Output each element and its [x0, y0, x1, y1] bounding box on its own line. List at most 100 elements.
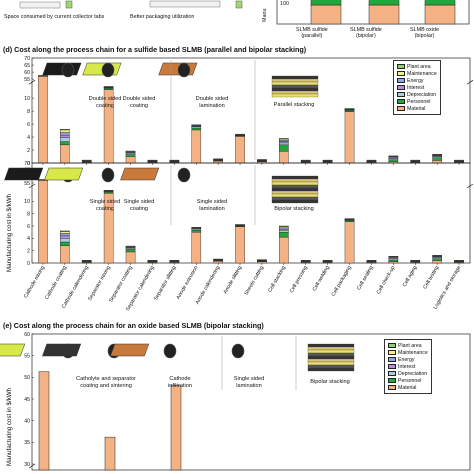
cathode-roll-illustration-end: [61, 62, 75, 78]
legend-label: Plant area: [398, 342, 422, 349]
parallel-stack-illustration: [271, 87, 319, 92]
legend-label: Material: [407, 105, 426, 112]
plot-e-oxide: 30 35 40 45 50 55 60: [24, 332, 471, 471]
bar-segment: [125, 156, 136, 164]
x-tick-label: Cell aging: [402, 265, 419, 288]
legend-item: Depreciation: [397, 91, 437, 98]
bipolar-stack-illustration: [271, 175, 319, 180]
bar-segment: [235, 224, 245, 226]
y-tick-label: 70: [24, 56, 30, 62]
axis-break-mark: [28, 463, 36, 469]
legend-swatch: [388, 378, 396, 383]
separator-roll-illustration-end: [101, 167, 115, 183]
bipolar-stack-illustration: [271, 193, 319, 198]
bar-segment: [60, 141, 70, 146]
bar-segment: [125, 150, 136, 152]
x-tick-label: Cell testing: [422, 265, 440, 290]
bar-segment: [424, 0, 456, 6]
bar-segment: [125, 249, 136, 253]
legend-swatch: [388, 350, 396, 355]
legend-swatch: [388, 371, 396, 376]
axis-break-mark: [466, 79, 474, 85]
legend-label: Interest: [398, 363, 416, 370]
y-tick-label: 55: [24, 353, 30, 359]
bar-segment: [388, 155, 399, 157]
bipolar-stack-illustration: [271, 178, 319, 183]
legend-swatch: [397, 106, 405, 111]
bar-segment: [103, 86, 114, 88]
separator-roll-illustration: [0, 343, 26, 357]
bipolar-stack-illustration: [307, 352, 355, 357]
x-tick-label: Cell sealing: [356, 265, 375, 291]
bar-segment: [81, 260, 92, 261]
legend-item: Interest: [388, 363, 428, 370]
bipolar-stack-illustration: [307, 367, 355, 372]
bar-segment: [279, 231, 289, 238]
bar-segment: [424, 4, 456, 25]
separator-roll-illustration: [44, 167, 84, 181]
illus-d2-label-3: Single sided lamination: [196, 199, 228, 212]
bar-segment: [191, 129, 202, 164]
legend-label: Personnel: [407, 98, 431, 105]
note-packaging: Better packaging utilization: [130, 14, 195, 20]
legend-item: Interest: [397, 84, 437, 91]
bar-segment: [81, 159, 92, 161]
parallel-stack-illustration: [271, 78, 319, 83]
legend-item: Plant area: [388, 342, 428, 349]
x-tick-label: Cell check-up: [376, 265, 397, 295]
legend-item: Maintenance: [388, 349, 428, 356]
x-tick-label: Sheets cutting: [244, 265, 266, 297]
illus-d1-label-3: Double sided lamination: [195, 96, 229, 109]
legend-item: Depreciation: [388, 370, 428, 377]
bar-segment: [213, 258, 223, 260]
bar-segment: [432, 157, 442, 161]
parallel-stack-illustration: [271, 81, 319, 86]
parallel-stack-illustration: [271, 90, 319, 95]
y-tick-label: 2: [27, 148, 30, 154]
x-tick-label: Cathode coating: [44, 265, 68, 301]
top-category-3: SLMB oxide (bipolar): [410, 27, 440, 40]
illus-e-label-2: Cathode infiltration: [168, 376, 192, 389]
bar-segment: [60, 238, 70, 243]
y-tick-label: 6: [27, 122, 30, 128]
anode-roll-illustration: [120, 167, 160, 181]
y-tick-label: 70: [24, 161, 30, 167]
bipolar-stack-illustration: [307, 361, 355, 366]
top-category-1: SLMB sulfide (parallel): [296, 27, 328, 40]
bar-segment: [368, 4, 400, 25]
bar-segment: [432, 160, 442, 164]
y-tick-label: 4: [27, 135, 30, 141]
bipolar-stack-illustration: [307, 349, 355, 354]
y-tick-label: 10: [24, 199, 30, 205]
axis-break-mark: [466, 183, 474, 189]
top-category-2: SLMB sulfide (bipolar): [350, 27, 382, 40]
y-tick-label: 65: [24, 63, 30, 69]
legend-swatch: [388, 343, 396, 348]
bar-segment: [279, 230, 289, 233]
bar-segment: [213, 260, 223, 264]
bar-segment: [170, 385, 182, 471]
bar-segment: [191, 227, 202, 228]
note-collector-tabs: Space consumed by current collector tabs: [4, 14, 105, 20]
bar-segment: [432, 154, 442, 155]
bar-segment: [60, 231, 70, 234]
bar-segment: [38, 371, 50, 471]
bar-segment: [300, 260, 311, 261]
bar-segment: [147, 260, 158, 261]
legend-item: Maintenance: [397, 70, 437, 77]
bar-segment: [235, 133, 245, 135]
legend-swatch: [397, 78, 405, 83]
bar-segment: [454, 260, 464, 261]
bar-segment: [169, 260, 180, 261]
y-tick-label: 0: [27, 261, 30, 267]
legend-swatch: [388, 385, 396, 390]
y-tick-label: 55: [24, 77, 30, 83]
bar-segment: [38, 180, 48, 264]
legend-label: Depreciation: [407, 91, 437, 98]
illus-d1-label-1: Double sided coating: [88, 96, 122, 109]
panel-e-title: (e) Cost along the process chain for an …: [3, 321, 264, 330]
x-tick-label: Anode extrusion: [176, 265, 200, 301]
bipolar-stack-illustration: [271, 181, 319, 186]
bar-segment: [60, 134, 70, 138]
bar-segment: [322, 260, 333, 261]
